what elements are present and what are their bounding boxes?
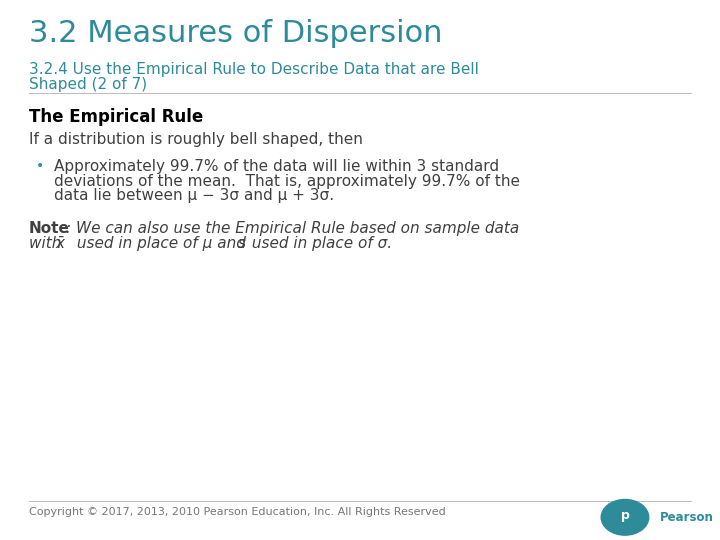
Text: $\bar{x}$: $\bar{x}$ [55,235,67,252]
Text: s: s [238,236,246,251]
Text: Approximately 99.7% of the data will lie within 3 standard: Approximately 99.7% of the data will lie… [54,159,499,174]
Circle shape [601,500,649,535]
Text: •: • [36,159,44,173]
Text: Note: Note [29,221,70,237]
Text: Shaped (2 of 7): Shaped (2 of 7) [29,77,147,92]
Text: deviations of the mean.  That is, approximately 99.7% of the: deviations of the mean. That is, approxi… [54,174,520,189]
Text: data lie between μ − 3σ and μ + 3σ.: data lie between μ − 3σ and μ + 3σ. [54,188,334,204]
Text: : We can also use the Empirical Rule based on sample data: : We can also use the Empirical Rule bas… [66,221,520,237]
Text: used in place of σ.: used in place of σ. [247,236,392,251]
Text: Pearson: Pearson [660,511,714,524]
Text: with: with [29,236,66,251]
Text: 3.2.4 Use the Empirical Rule to Describe Data that are Bell: 3.2.4 Use the Empirical Rule to Describe… [29,62,479,77]
Text: used in place of μ and: used in place of μ and [72,236,251,251]
Text: If a distribution is roughly bell shaped, then: If a distribution is roughly bell shaped… [29,132,363,147]
Text: 3.2 Measures of Dispersion: 3.2 Measures of Dispersion [29,19,442,48]
Text: p: p [621,509,629,522]
Text: The Empirical Rule: The Empirical Rule [29,108,203,126]
Text: Copyright © 2017, 2013, 2010 Pearson Education, Inc. All Rights Reserved: Copyright © 2017, 2013, 2010 Pearson Edu… [29,507,446,517]
